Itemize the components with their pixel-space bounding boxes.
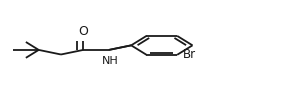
Text: NH: NH: [102, 56, 119, 66]
Text: Br: Br: [182, 48, 196, 61]
Text: O: O: [78, 25, 88, 38]
